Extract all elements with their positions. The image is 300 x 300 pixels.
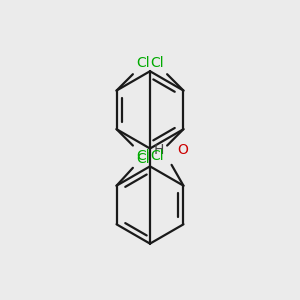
Text: H: H: [154, 143, 164, 158]
Text: Cl: Cl: [136, 152, 149, 166]
Text: Cl: Cl: [151, 149, 164, 164]
Text: Cl: Cl: [136, 149, 149, 164]
Text: Cl: Cl: [151, 56, 164, 70]
Text: O: O: [177, 143, 188, 158]
Text: Cl: Cl: [136, 56, 149, 70]
